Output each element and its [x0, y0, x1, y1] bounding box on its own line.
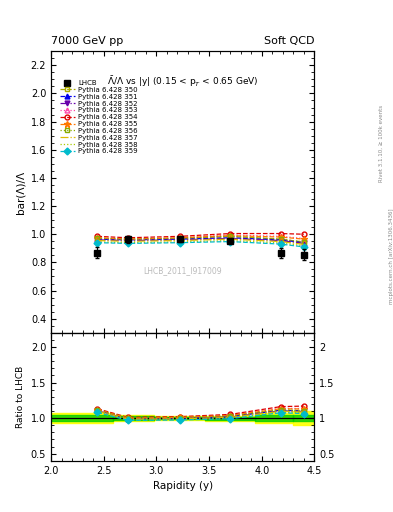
Pythia 6.428 351: [126, 237, 130, 243]
Text: $\bar{\Lambda}/\Lambda$ vs |y| (0.15 < p$_T$ < 0.65 GeV): $\bar{\Lambda}/\Lambda$ vs |y| (0.15 < p…: [107, 74, 259, 89]
Pythia 6.428 357: [177, 238, 182, 244]
Pythia 6.428 359: [228, 239, 233, 245]
Text: Rivet 3.1.10, ≥ 100k events: Rivet 3.1.10, ≥ 100k events: [379, 105, 384, 182]
Pythia 6.428 356: [95, 236, 100, 242]
Text: Soft QCD: Soft QCD: [264, 36, 314, 46]
Line: Pythia 6.428 353: Pythia 6.428 353: [95, 232, 306, 242]
Pythia 6.428 353: [228, 232, 233, 238]
Pythia 6.428 354: [278, 230, 283, 237]
Pythia 6.428 358: [177, 239, 182, 245]
Pythia 6.428 355: [95, 234, 100, 241]
Pythia 6.428 350: [177, 236, 182, 242]
Pythia 6.428 353: [95, 234, 100, 241]
Pythia 6.428 354: [301, 231, 306, 238]
Pythia 6.428 358: [228, 238, 233, 244]
Pythia 6.428 350: [95, 236, 100, 242]
Pythia 6.428 350: [301, 239, 306, 245]
Pythia 6.428 352: [177, 237, 182, 243]
Pythia 6.428 355: [301, 236, 306, 242]
Legend: LHCB, Pythia 6.428 350, Pythia 6.428 351, Pythia 6.428 352, Pythia 6.428 353, Py: LHCB, Pythia 6.428 350, Pythia 6.428 351…: [60, 80, 138, 154]
Pythia 6.428 359: [278, 241, 283, 247]
Pythia 6.428 351: [177, 236, 182, 242]
Text: mcplots.cern.ch [arXiv:1306.3436]: mcplots.cern.ch [arXiv:1306.3436]: [389, 208, 393, 304]
X-axis label: Rapidity (y): Rapidity (y): [153, 481, 213, 491]
Pythia 6.428 358: [278, 240, 283, 246]
Pythia 6.428 353: [177, 234, 182, 241]
Text: 7000 GeV pp: 7000 GeV pp: [51, 36, 123, 46]
Pythia 6.428 353: [301, 236, 306, 242]
Pythia 6.428 359: [301, 244, 306, 250]
Pythia 6.428 357: [301, 241, 306, 247]
Y-axis label: Ratio to LHCB: Ratio to LHCB: [16, 366, 25, 428]
Pythia 6.428 352: [228, 236, 233, 242]
Pythia 6.428 354: [177, 233, 182, 240]
Pythia 6.428 355: [228, 232, 233, 239]
Line: Pythia 6.428 358: Pythia 6.428 358: [97, 241, 304, 246]
Pythia 6.428 358: [126, 240, 130, 246]
Pythia 6.428 357: [95, 238, 100, 244]
Text: LHCB_2011_I917009: LHCB_2011_I917009: [143, 266, 222, 275]
Pythia 6.428 357: [278, 239, 283, 245]
Pythia 6.428 359: [95, 240, 100, 246]
Pythia 6.428 352: [95, 237, 100, 243]
Pythia 6.428 354: [228, 230, 233, 237]
Pythia 6.428 351: [301, 240, 306, 246]
Pythia 6.428 355: [126, 236, 130, 242]
Line: Pythia 6.428 359: Pythia 6.428 359: [95, 239, 306, 249]
Pythia 6.428 351: [278, 237, 283, 243]
Pythia 6.428 357: [126, 238, 130, 244]
Line: Pythia 6.428 351: Pythia 6.428 351: [95, 236, 306, 245]
Line: Pythia 6.428 356: Pythia 6.428 356: [95, 234, 306, 244]
Pythia 6.428 352: [301, 240, 306, 246]
Pythia 6.428 356: [278, 236, 283, 242]
Pythia 6.428 354: [126, 234, 130, 241]
Pythia 6.428 358: [301, 243, 306, 249]
Line: Pythia 6.428 350: Pythia 6.428 350: [95, 234, 306, 244]
Y-axis label: bar(Λ)/Λ: bar(Λ)/Λ: [15, 170, 25, 214]
Pythia 6.428 352: [278, 238, 283, 244]
Line: Pythia 6.428 355: Pythia 6.428 355: [94, 232, 307, 243]
Pythia 6.428 351: [95, 236, 100, 242]
Pythia 6.428 357: [228, 236, 233, 242]
Pythia 6.428 359: [126, 240, 130, 246]
Pythia 6.428 352: [126, 238, 130, 244]
Pythia 6.428 356: [301, 239, 306, 245]
Pythia 6.428 356: [177, 236, 182, 242]
Pythia 6.428 359: [177, 240, 182, 246]
Pythia 6.428 353: [126, 236, 130, 242]
Line: Pythia 6.428 352: Pythia 6.428 352: [95, 236, 306, 246]
Pythia 6.428 351: [228, 234, 233, 241]
Pythia 6.428 350: [278, 236, 283, 242]
Line: Pythia 6.428 357: Pythia 6.428 357: [97, 239, 304, 244]
Pythia 6.428 353: [278, 233, 283, 240]
Pythia 6.428 354: [95, 233, 100, 240]
Pythia 6.428 355: [278, 234, 283, 240]
Line: Pythia 6.428 354: Pythia 6.428 354: [95, 231, 306, 240]
Pythia 6.428 350: [126, 236, 130, 242]
Pythia 6.428 358: [95, 239, 100, 245]
Pythia 6.428 355: [177, 234, 182, 241]
Pythia 6.428 356: [126, 236, 130, 242]
Pythia 6.428 350: [228, 233, 233, 240]
Pythia 6.428 356: [228, 233, 233, 240]
